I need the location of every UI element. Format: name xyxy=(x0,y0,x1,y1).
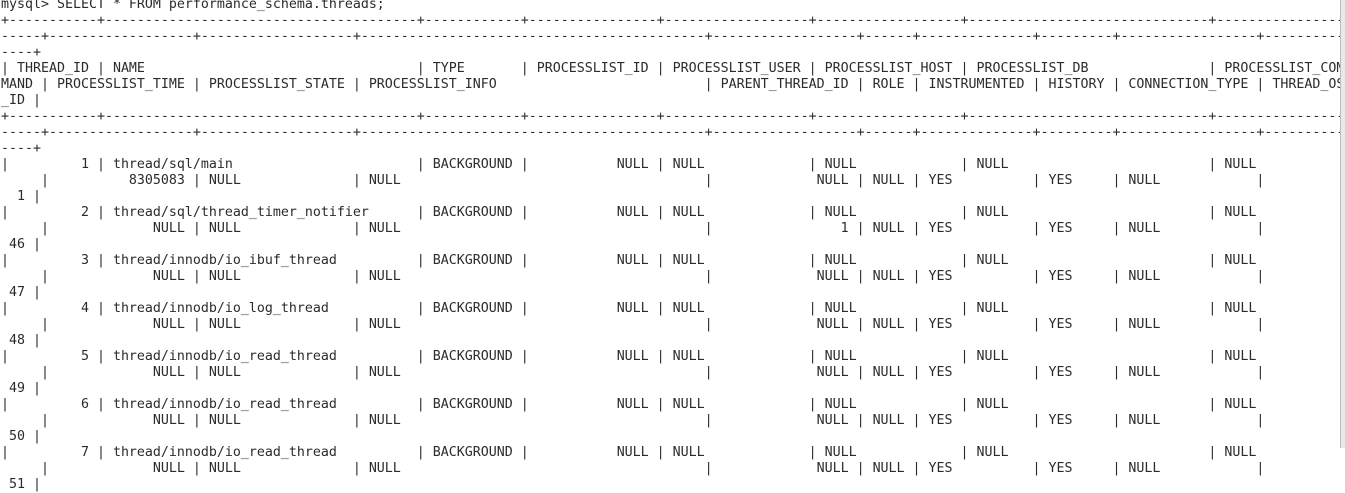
terminal-scrollbar[interactable] xyxy=(1340,0,1345,448)
